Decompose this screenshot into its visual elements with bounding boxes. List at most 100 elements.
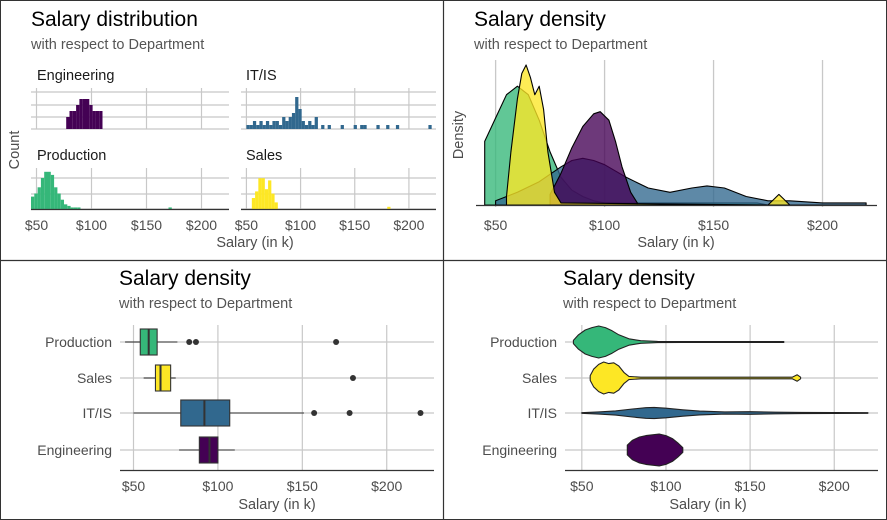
outlier-point <box>192 339 199 345</box>
panel-title: Salary density <box>119 267 251 290</box>
outlier-point <box>349 375 356 381</box>
histogram-bar <box>376 125 380 129</box>
x-tick-label: $150 <box>698 217 729 233</box>
histogram-bar <box>72 111 77 129</box>
panel-violin: Salary density with respect to Departmen… <box>482 267 878 513</box>
y-tick-label: IT/IS <box>82 405 112 421</box>
histogram-bar <box>246 125 250 129</box>
box-sales <box>143 364 356 392</box>
x-tick-label: $200 <box>819 478 850 494</box>
box-iqr <box>154 364 172 392</box>
histogram-bar <box>89 105 93 129</box>
histogram-bar <box>73 207 78 209</box>
histogram-bar <box>64 204 68 209</box>
histogram-bar <box>69 111 73 129</box>
facet-label-engineering: Engineering <box>37 68 114 84</box>
x-tick-label: $200 <box>393 217 424 233</box>
y-tick-label: Production <box>490 334 557 350</box>
histogram-bar <box>251 198 256 209</box>
y-tick-label: Sales <box>77 370 112 386</box>
histogram-bar <box>387 206 391 209</box>
panel-subtitle: with respect to Department <box>473 37 647 53</box>
x-axis-label: Salary (in k) <box>216 235 293 251</box>
histogram-bar <box>282 117 286 129</box>
histogram-bar <box>272 121 276 129</box>
histogram-bar <box>86 99 90 129</box>
facet-sales <box>241 168 436 211</box>
outlier-point <box>333 339 340 345</box>
x-tick-label: $50 <box>235 217 259 233</box>
histogram-bar <box>76 105 80 129</box>
histogram-bar <box>255 191 259 209</box>
y-tick-label: Engineering <box>37 442 112 458</box>
panel-title: Salary distribution <box>31 8 198 31</box>
panel-boxplot: Salary density with respect to Departmen… <box>37 267 434 513</box>
panel-title: Salary density <box>563 267 695 290</box>
histogram-bar <box>70 207 74 209</box>
x-tick-label: $100 <box>589 217 620 233</box>
density-engineering <box>549 111 638 206</box>
x-tick-label: $200 <box>186 217 217 233</box>
histogram-bar <box>363 125 367 129</box>
histogram-bar <box>37 187 41 209</box>
facet-production <box>31 168 229 211</box>
panel-density: Salary density with respect to Departmen… <box>451 8 877 251</box>
x-tick-label: $150 <box>735 478 766 494</box>
histogram-bar <box>67 205 71 209</box>
histogram-bar <box>168 207 172 209</box>
panel-subtitle: with respect to Department <box>118 296 292 312</box>
y-tick-label: Sales <box>522 370 557 386</box>
violin-sales <box>589 361 802 395</box>
histogram-bar <box>82 99 86 129</box>
histogram-bar <box>308 121 312 129</box>
histogram-bar <box>311 125 315 129</box>
x-axis-label: Salary (in k) <box>238 497 315 513</box>
histogram-bar <box>269 125 273 129</box>
x-tick-label: $150 <box>339 217 370 233</box>
histogram-bar <box>274 202 278 209</box>
histogram-bar <box>268 180 272 209</box>
violin-production <box>572 325 785 359</box>
histogram-bar <box>327 125 331 129</box>
histogram-bar <box>60 199 64 209</box>
panel-subtitle: with respect to Department <box>30 37 204 53</box>
x-tick-label: $100 <box>76 217 107 233</box>
histogram-bar <box>265 121 270 129</box>
histogram-bar <box>99 111 103 129</box>
x-tick-label: $100 <box>202 478 233 494</box>
histogram-bar <box>57 193 61 209</box>
x-tick-label: $200 <box>371 478 402 494</box>
histogram-bar <box>44 171 48 209</box>
histogram-bar <box>278 125 283 129</box>
facet-label-itis: IT/IS <box>246 68 277 84</box>
histogram-bar <box>54 187 58 209</box>
x-tick-label: $150 <box>131 217 162 233</box>
histogram-bar <box>92 111 96 129</box>
facet-itis <box>241 88 436 130</box>
outlier-point <box>417 410 424 416</box>
facet-label-sales: Sales <box>246 148 282 164</box>
y-axis-label: Count <box>7 131 23 170</box>
histogram-bar <box>340 125 344 129</box>
histogram-bar <box>395 125 400 129</box>
histogram-bar <box>301 121 305 129</box>
x-tick-label: $100 <box>285 217 316 233</box>
histogram-bar <box>353 125 357 129</box>
facet-engineering <box>31 88 229 130</box>
histogram-bar <box>259 121 263 129</box>
x-tick-label: $200 <box>807 217 838 233</box>
violin-engineering <box>626 433 684 467</box>
histogram-bar <box>79 99 83 129</box>
histogram-bar <box>261 178 265 209</box>
histogram-bar <box>275 121 279 129</box>
outlier-point <box>311 410 318 416</box>
histogram-bar <box>285 121 289 129</box>
density-sales <box>505 64 791 206</box>
x-tick-label: $50 <box>25 217 49 233</box>
histogram-bar <box>50 174 55 209</box>
violin-itis <box>581 406 869 420</box>
histogram-bar <box>249 125 253 129</box>
histogram-bar <box>31 196 35 209</box>
x-axis-label: Salary (in k) <box>669 497 746 513</box>
